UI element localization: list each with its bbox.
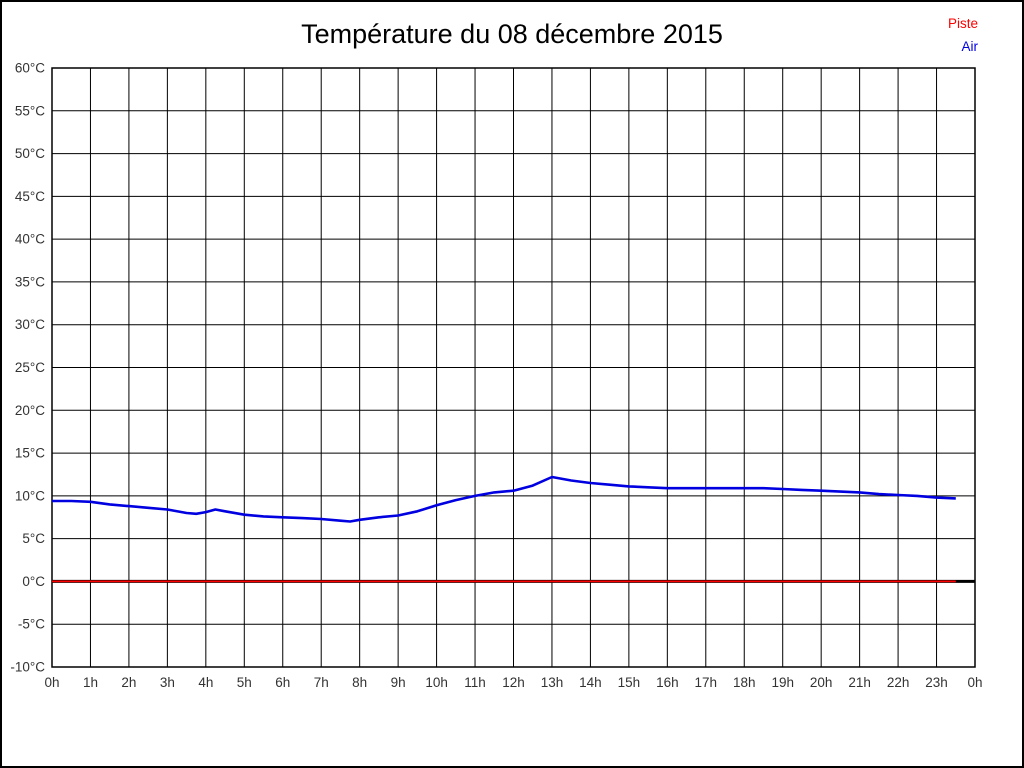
x-axis-tick-label: 17h <box>695 675 718 690</box>
x-axis-tick-label: 21h <box>848 675 871 690</box>
y-axis-tick-label: 55°C <box>15 103 45 118</box>
y-axis-tick-label: 25°C <box>15 360 45 375</box>
chart-title: Température du 08 décembre 2015 <box>301 19 723 49</box>
x-axis-tick-label: 14h <box>579 675 602 690</box>
y-axis-tick-label: 30°C <box>15 317 45 332</box>
x-axis-tick-label: 1h <box>83 675 98 690</box>
x-axis-tick-label: 20h <box>810 675 833 690</box>
chart-legend: Piste Air <box>948 12 978 58</box>
y-axis-tick-label: 45°C <box>15 189 45 204</box>
x-axis-tick-label: 11h <box>464 675 486 690</box>
y-axis-tick-label: 10°C <box>15 488 45 503</box>
y-axis-tick-label: 50°C <box>15 146 45 161</box>
x-axis-tick-label: 16h <box>656 675 679 690</box>
y-axis-tick-label: 0°C <box>22 574 45 589</box>
x-axis-tick-label: 7h <box>314 675 329 690</box>
series-line-air <box>52 475 956 523</box>
x-axis-tick-label: 13h <box>541 675 564 690</box>
x-axis-tick-label: 2h <box>121 675 136 690</box>
x-axis-tick-label: 12h <box>502 675 525 690</box>
y-axis-tick-label: 35°C <box>15 274 45 289</box>
x-axis-tick-label: 22h <box>887 675 910 690</box>
y-axis-tick-label: -10°C <box>10 660 45 675</box>
x-axis-tick-label: 5h <box>237 675 252 690</box>
y-axis-tick-label: -5°C <box>18 617 45 632</box>
x-axis-tick-label: 0h <box>967 675 982 690</box>
y-axis-tick-label: 5°C <box>22 531 45 546</box>
legend-item-air: Air <box>961 39 979 54</box>
y-axis-tick-label: 40°C <box>15 232 45 247</box>
legend-item-piste: Piste <box>947 16 978 31</box>
x-axis-tick-label: 18h <box>733 675 756 690</box>
x-axis-tick-label: 23h <box>925 675 948 690</box>
x-axis-tick-label: 6h <box>275 675 290 690</box>
x-axis-tick-label: 15h <box>618 675 641 690</box>
y-axis-tick-label: 60°C <box>15 61 45 76</box>
x-axis-tick-label: 19h <box>771 675 794 690</box>
x-axis-tick-label: 9h <box>391 675 406 690</box>
x-axis-tick-label: 4h <box>198 675 213 690</box>
y-axis-tick-label: 15°C <box>15 446 45 461</box>
x-axis-tick-label: 8h <box>352 675 367 690</box>
x-axis-tick-label: 3h <box>160 675 175 690</box>
plot-border <box>51 67 976 668</box>
x-axis-tick-label: 10h <box>425 675 448 690</box>
y-axis-tick-label: 20°C <box>15 403 45 418</box>
x-axis-tick-label: 0h <box>44 675 59 690</box>
